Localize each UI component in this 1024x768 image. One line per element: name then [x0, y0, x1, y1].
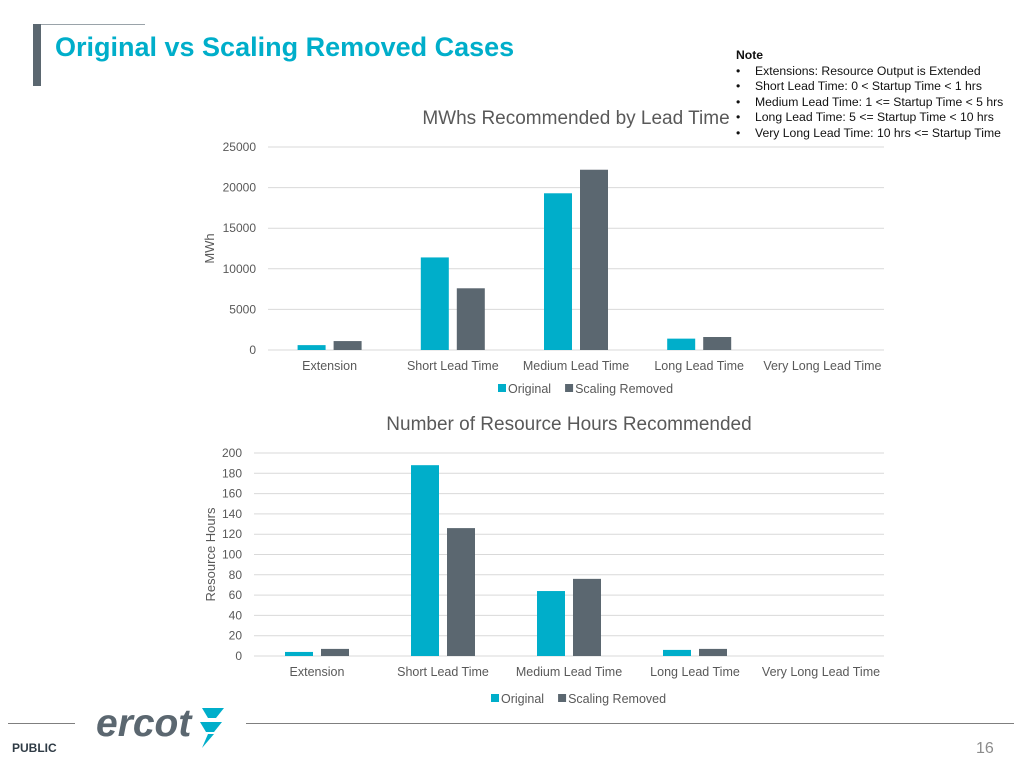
logo-wordmark: ercot [96, 702, 193, 745]
note-list: Extensions: Resource Output is Extended … [736, 64, 1003, 142]
note-item: Extensions: Resource Output is Extended [736, 64, 1003, 80]
bar-scaling-removed [333, 341, 362, 350]
footer-divider-right [246, 723, 1014, 724]
y-tick-label: 200 [222, 446, 242, 460]
legend-swatch [565, 384, 574, 392]
bar-scaling-removed [573, 578, 601, 656]
legend-label: Original [508, 382, 551, 396]
category-label: Extension [290, 665, 345, 679]
category-label: Short Lead Time [407, 359, 499, 373]
resource-hours-chart: Number of Resource Hours Recommended 0 20 4… [203, 414, 884, 706]
legend-label: Original [501, 692, 544, 706]
category-label: Extension [302, 359, 357, 373]
bar-original [667, 338, 696, 350]
y-tick-label: 0 [249, 343, 256, 357]
note-heading: Note [736, 48, 764, 62]
bar-scaling-removed [699, 648, 727, 656]
bar-original [285, 651, 313, 656]
classification-label: PUBLIC [12, 741, 57, 755]
y-tick-label: 25000 [223, 140, 257, 154]
category-label: Very Long Lead Time [762, 665, 880, 679]
legend-label: Scaling Removed [575, 382, 673, 396]
y-tick-label: 80 [229, 568, 243, 582]
y-tick-label: 180 [222, 466, 242, 480]
category-label: Short Lead Time [397, 665, 489, 679]
bar-original [420, 257, 449, 350]
title-rule [41, 24, 145, 25]
legend-label: Scaling Removed [568, 692, 666, 706]
y-tick-label: 0 [235, 649, 242, 663]
note-item: Medium Lead Time: 1 <= Startup Time < 5 … [736, 95, 1003, 111]
bar-original [411, 465, 439, 656]
bar-scaling-removed [321, 648, 349, 656]
slide-title: Original vs Scaling Removed Cases [55, 32, 515, 62]
footer-divider-left [8, 723, 75, 724]
y-tick-label: 140 [222, 507, 242, 521]
bar-original [544, 193, 572, 350]
y-axis-title: Resource Hours [203, 507, 218, 601]
note-item: Very Long Lead Time: 10 hrs <= Startup T… [736, 126, 1003, 142]
bar-scaling-removed [447, 528, 475, 656]
page-number: 16 [976, 740, 994, 757]
category-label: Medium Lead Time [523, 359, 629, 373]
bar-original [663, 649, 691, 656]
y-tick-label: 20 [229, 629, 243, 643]
note-item: Long Lead Time: 5 <= Startup Time < 10 h… [736, 110, 1003, 126]
category-label: Long Lead Time [650, 665, 740, 679]
legend-swatch [491, 694, 499, 702]
bar-scaling-removed [580, 169, 608, 350]
y-tick-label: 100 [222, 548, 242, 562]
y-tick-label: 60 [229, 588, 243, 602]
bar-original [297, 345, 326, 350]
logo-swoosh-icon [200, 708, 224, 748]
y-tick-label: 20000 [223, 181, 257, 195]
category-label: Long Lead Time [654, 359, 744, 373]
bar-scaling-removed [456, 288, 485, 350]
category-label: Medium Lead Time [516, 665, 622, 679]
y-tick-label: 5000 [229, 302, 256, 316]
legend-swatch [558, 694, 567, 702]
chart-title: MWhs Recommended by Lead Time [422, 108, 729, 129]
chart-title: Number of Resource Hours Recommended [386, 414, 751, 435]
y-tick-label: 40 [229, 608, 243, 622]
category-label: Very Long Lead Time [763, 359, 881, 373]
y-axis-title: MWh [202, 233, 217, 263]
bar-scaling-removed [703, 337, 732, 350]
bar-original [537, 591, 565, 656]
y-tick-label: 120 [222, 527, 242, 541]
ercot-logo: ercot [96, 702, 224, 748]
y-tick-label: 15000 [223, 221, 257, 235]
legend-swatch [498, 384, 506, 392]
note-box: Note Extensions: Resource Output is Exte… [736, 48, 1003, 141]
mwh-chart: MWhs Recommended by Lead Time 0 5000 10000 1… [202, 108, 884, 396]
title-accent-bar [33, 24, 41, 86]
y-tick-label: 10000 [223, 262, 257, 276]
note-item: Short Lead Time: 0 < Startup Time < 1 hr… [736, 79, 1003, 95]
y-tick-label: 160 [222, 487, 242, 501]
